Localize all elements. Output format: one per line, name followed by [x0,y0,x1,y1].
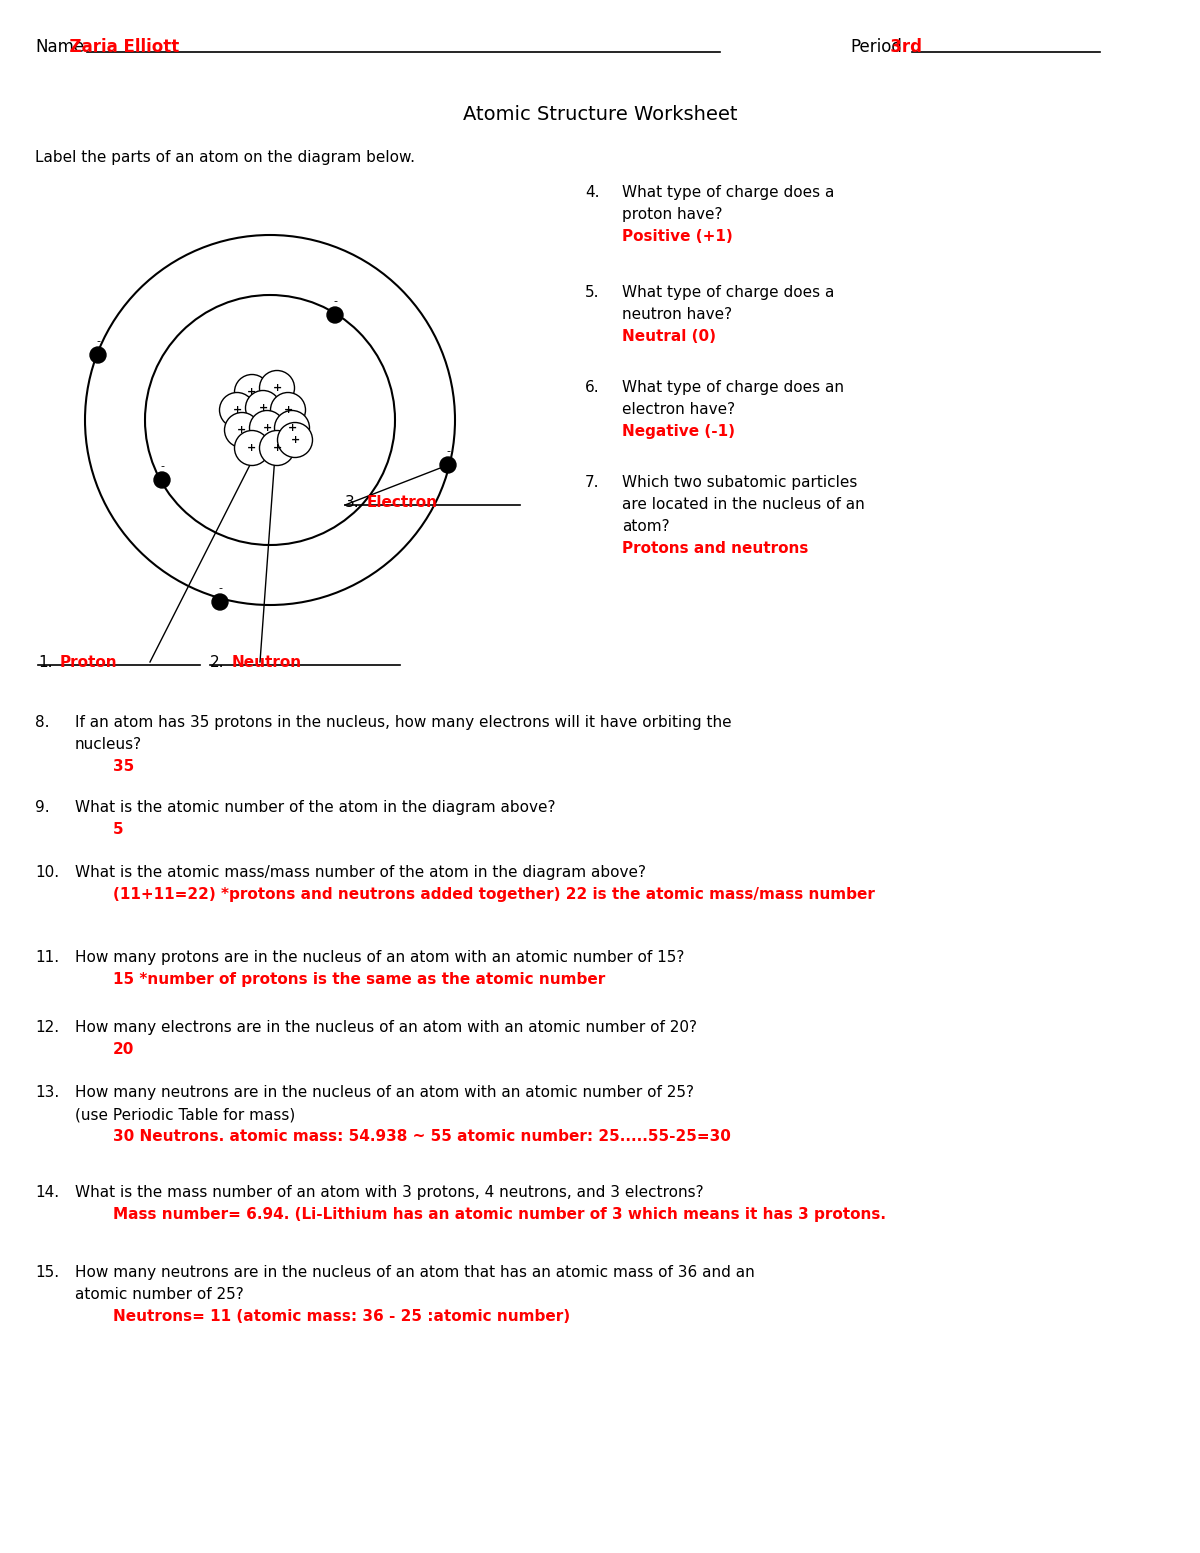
Text: What is the mass number of an atom with 3 protons, 4 neutrons, and 3 electrons?: What is the mass number of an atom with … [74,1185,703,1200]
Circle shape [270,393,306,427]
Text: 20: 20 [113,1042,134,1058]
Text: 9.: 9. [35,800,49,815]
Text: Mass number= 6.94. (Li-Lithium has an atomic number of 3 which means it has 3 pr: Mass number= 6.94. (Li-Lithium has an at… [113,1207,886,1222]
Text: Negative (-1): Negative (-1) [622,424,734,439]
Text: 11.: 11. [35,950,59,964]
Text: 6.: 6. [586,380,600,394]
Text: 10.: 10. [35,865,59,881]
Text: 15.: 15. [35,1266,59,1280]
Text: are located in the nucleus of an: are located in the nucleus of an [622,497,865,512]
Text: neutron have?: neutron have? [622,307,732,321]
Text: +: + [283,405,293,415]
Text: 8.: 8. [35,714,49,730]
Circle shape [234,430,270,466]
Text: Neutron: Neutron [232,655,302,669]
Text: nucleus?: nucleus? [74,738,142,752]
Text: What is the atomic mass/mass number of the atom in the diagram above?: What is the atomic mass/mass number of t… [74,865,646,881]
Text: Atomic Structure Worksheet: Atomic Structure Worksheet [463,106,737,124]
Text: 3.: 3. [346,495,360,509]
Circle shape [259,430,294,466]
Circle shape [440,457,456,474]
Text: -: - [160,461,164,471]
Text: +: + [258,402,268,413]
Text: How many protons are in the nucleus of an atom with an atomic number of 15?: How many protons are in the nucleus of a… [74,950,684,964]
Text: -: - [218,582,222,593]
Circle shape [246,390,281,426]
Text: How many electrons are in the nucleus of an atom with an atomic number of 20?: How many electrons are in the nucleus of… [74,1020,697,1034]
Text: Positive (+1): Positive (+1) [622,228,733,244]
Circle shape [220,393,254,427]
Circle shape [275,410,310,446]
Circle shape [154,472,170,488]
Text: +: + [233,405,241,415]
Text: 5: 5 [113,822,124,837]
Text: +: + [247,387,257,398]
Circle shape [234,374,270,410]
Text: 12.: 12. [35,1020,59,1034]
Circle shape [212,593,228,610]
Text: +: + [272,443,282,453]
Text: (11+11=22) *protons and neutrons added together) 22 is the atomic mass/mass numb: (11+11=22) *protons and neutrons added t… [113,887,875,902]
Text: +: + [238,426,247,435]
Text: Period: Period [850,37,902,56]
Text: 1.: 1. [38,655,53,669]
Text: How many neutrons are in the nucleus of an atom that has an atomic mass of 36 an: How many neutrons are in the nucleus of … [74,1266,755,1280]
Text: -: - [96,335,100,346]
Text: 35: 35 [113,759,134,773]
Text: -: - [334,297,337,306]
Text: What is the atomic number of the atom in the diagram above?: What is the atomic number of the atom in… [74,800,556,815]
Text: -: - [446,446,450,457]
Text: If an atom has 35 protons in the nucleus, how many electrons will it have orbiti: If an atom has 35 protons in the nucleus… [74,714,732,730]
Text: Proton: Proton [60,655,118,669]
Text: proton have?: proton have? [622,207,722,222]
Text: Neutral (0): Neutral (0) [622,329,716,345]
Text: Neutrons= 11 (atomic mass: 36 - 25 :atomic number): Neutrons= 11 (atomic mass: 36 - 25 :atom… [113,1309,570,1325]
Text: Which two subatomic particles: Which two subatomic particles [622,475,857,491]
Circle shape [326,307,343,323]
Text: 15 *number of protons is the same as the atomic number: 15 *number of protons is the same as the… [113,972,605,988]
Text: +: + [287,422,296,433]
Text: Electron: Electron [367,495,438,509]
Text: 13.: 13. [35,1086,59,1100]
Text: 14.: 14. [35,1185,59,1200]
Text: What type of charge does a: What type of charge does a [622,286,834,300]
Text: Label the parts of an atom on the diagram below.: Label the parts of an atom on the diagra… [35,151,415,165]
Text: +: + [272,384,282,393]
Circle shape [250,410,284,446]
Text: 30 Neutrons. atomic mass: 54.938 ~ 55 atomic number: 25.....55-25=30: 30 Neutrons. atomic mass: 54.938 ~ 55 at… [113,1129,731,1145]
Text: +: + [247,443,257,453]
Circle shape [277,422,312,458]
Text: Name: Name [35,37,84,56]
Text: Protons and neutrons: Protons and neutrons [622,540,809,556]
Text: Zaria Elliott: Zaria Elliott [35,37,179,56]
Text: What type of charge does an: What type of charge does an [622,380,844,394]
Circle shape [224,413,259,447]
Text: How many neutrons are in the nucleus of an atom with an atomic number of 25?: How many neutrons are in the nucleus of … [74,1086,694,1100]
Text: electron have?: electron have? [622,402,736,418]
Text: 2.: 2. [210,655,224,669]
Text: 5.: 5. [586,286,600,300]
Text: +: + [290,435,300,446]
Text: atom?: atom? [622,519,670,534]
Text: 3rd: 3rd [850,37,922,56]
Text: +: + [263,422,271,433]
Text: What type of charge does a: What type of charge does a [622,185,834,200]
Circle shape [90,346,106,363]
Text: 4.: 4. [586,185,600,200]
Circle shape [259,371,294,405]
Text: 7.: 7. [586,475,600,491]
Text: atomic number of 25?: atomic number of 25? [74,1287,244,1301]
Text: (use Periodic Table for mass): (use Periodic Table for mass) [74,1107,295,1121]
